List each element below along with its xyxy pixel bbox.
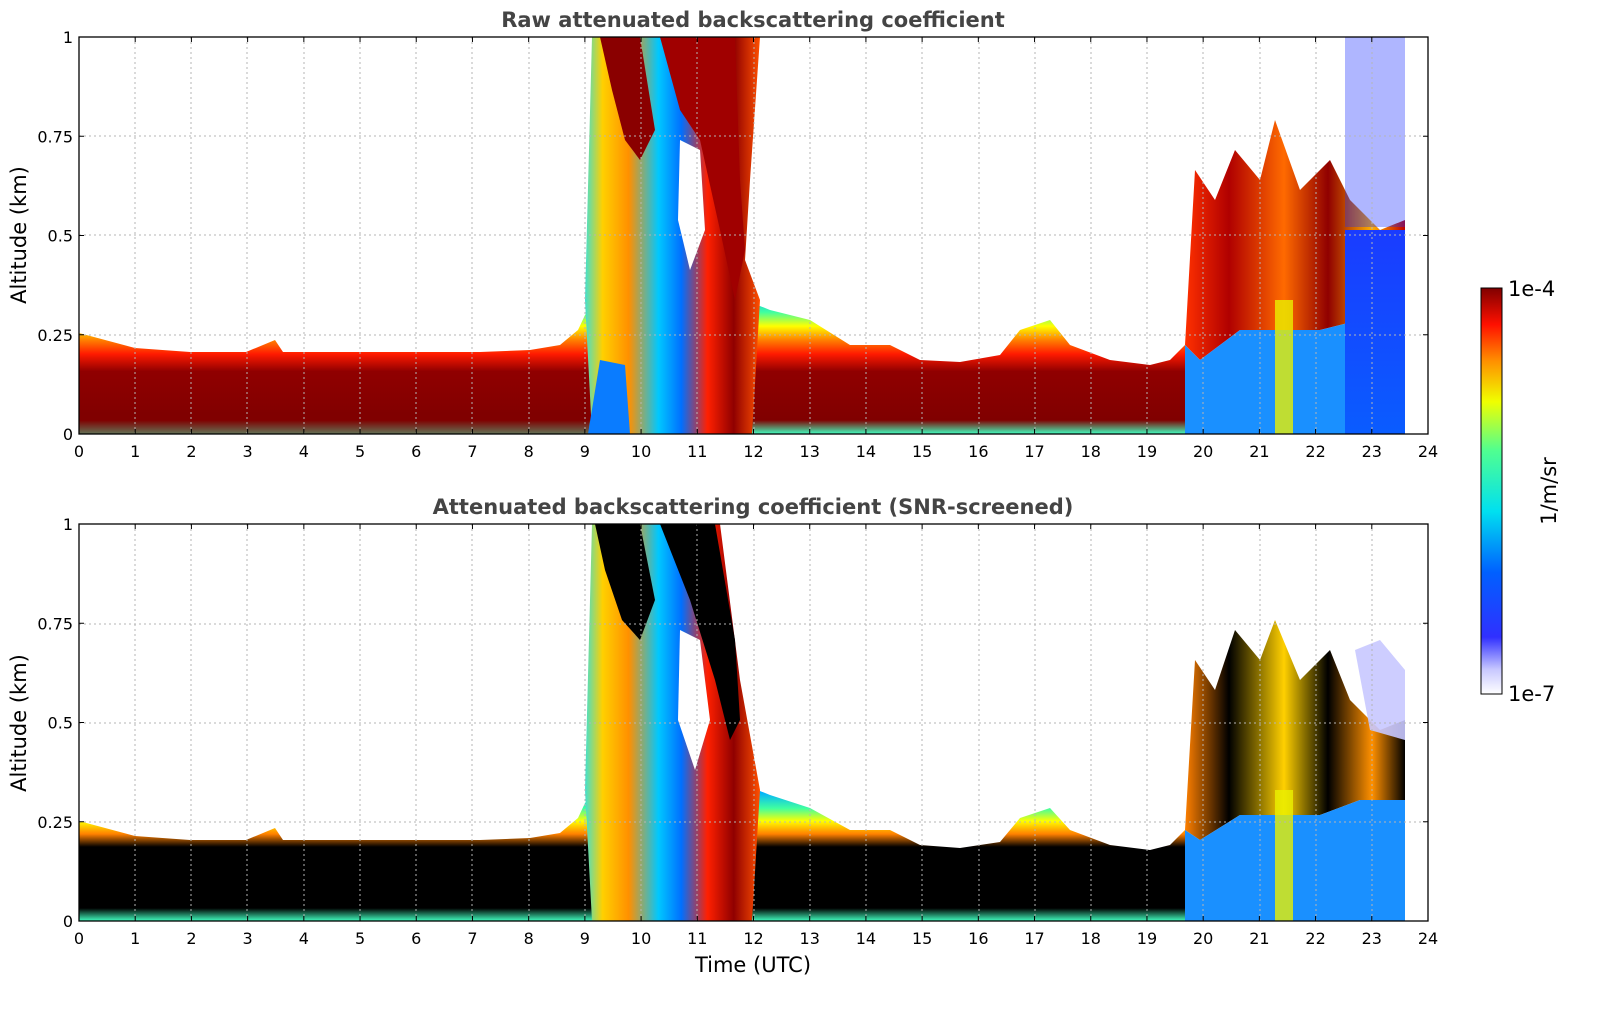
- screened-y-axis-label: Altitude (km): [7, 654, 31, 792]
- screened-x-tick-label: 8: [524, 929, 534, 948]
- screened-x-tick-label: 15: [912, 929, 932, 948]
- raw-evening-stripe: [1275, 300, 1293, 434]
- raw-x-tick-label: 21: [1249, 442, 1269, 461]
- screened-x-tick-label: 18: [1081, 929, 1101, 948]
- raw-plume-gap: [678, 140, 705, 270]
- raw-y-tick-label: 0.75: [37, 127, 73, 146]
- raw-x-tick-label: 22: [1305, 442, 1325, 461]
- raw-y-axis: 0 0.25 0.5 0.75 1: [37, 28, 1428, 444]
- panel-screened: Attenuated backscattering coefficient (S…: [7, 495, 1438, 977]
- raw-surface-shade: [79, 410, 589, 434]
- colorbar-gradient: [1480, 287, 1503, 695]
- screened-x-tick-label: 2: [186, 929, 196, 948]
- colorbar-min-label: 1e-7: [1508, 682, 1555, 706]
- screened-y-axis: 0 0.25 0.5 0.75 1: [37, 515, 1428, 931]
- screened-y-tick-label: 0.75: [37, 614, 73, 633]
- raw-x-tick-label: 11: [687, 442, 707, 461]
- screened-x-tick-label: 22: [1305, 929, 1325, 948]
- screened-x-tick-label: 12: [743, 929, 763, 948]
- screened-x-tick-label: 20: [1193, 929, 1213, 948]
- screened-x-tick-label: 1: [130, 929, 140, 948]
- raw-x-tick-label: 10: [631, 442, 651, 461]
- raw-x-tick-label: 8: [524, 442, 534, 461]
- screened-heatmap: [79, 524, 1405, 921]
- raw-x-tick-label: 15: [912, 442, 932, 461]
- screened-x-tick-label: 11: [687, 929, 707, 948]
- raw-y-tick-label: 0: [63, 425, 73, 444]
- raw-x-tick-label: 1: [130, 442, 140, 461]
- raw-y-axis-label: Altitude (km): [7, 166, 31, 304]
- raw-x-tick-label: 4: [299, 442, 309, 461]
- screened-x-tick-label: 0: [74, 929, 84, 948]
- screened-x-tick-label: 7: [467, 929, 477, 948]
- panel-raw-plot: 0 1 2 3 4 5 6 7 8 9 10 11 12 13 14 15 16 17 18 19 20 21 22 23 24…: [37, 28, 1438, 461]
- raw-x-tick-label: 6: [411, 442, 421, 461]
- screened-x-tick-label: 14: [856, 929, 876, 948]
- colorbar-unit-label: 1/m/sr: [1537, 457, 1561, 525]
- raw-x-tick-label: 12: [743, 442, 763, 461]
- raw-y-tick-label: 0.5: [48, 227, 73, 246]
- screened-y-tick-label: 0: [63, 912, 73, 931]
- screened-evening-stripe: [1275, 790, 1293, 921]
- screened-x-tick-label: 4: [299, 929, 309, 948]
- raw-x-tick-label: 16: [968, 442, 988, 461]
- screened-x-tick-label: 19: [1137, 929, 1157, 948]
- raw-grid: [79, 37, 1428, 434]
- raw-noise-low: [1345, 230, 1405, 434]
- raw-x-tick-label: 24: [1418, 442, 1438, 461]
- screened-evening-layer: [1185, 620, 1405, 840]
- raw-x-tick-label: 2: [186, 442, 196, 461]
- screened-y-tick-label: 0.5: [48, 714, 73, 733]
- screened-x-tick-label: 23: [1362, 929, 1382, 948]
- panel-screened-plot: 0 1 2 3 4 5 6 7 8 9 10 11 12 13 14 15 16 17 18 19 20 21 22 23 24…: [37, 515, 1438, 948]
- screened-x-tick-label: 21: [1249, 929, 1269, 948]
- x-axis-label: Time (UTC): [694, 953, 811, 977]
- raw-x-tick-label: 13: [800, 442, 820, 461]
- screened-x-tick-label: 5: [355, 929, 365, 948]
- raw-x-tick-label: 19: [1137, 442, 1157, 461]
- raw-noise-top: [1345, 37, 1405, 227]
- screened-plume-black-2: [660, 524, 740, 740]
- raw-y-tick-label: 1: [63, 28, 73, 47]
- raw-x-tick-label: 23: [1362, 442, 1382, 461]
- screened-x-tick-label: 17: [1024, 929, 1044, 948]
- panel-screened-title: Attenuated backscattering coefficient (S…: [433, 495, 1074, 519]
- screened-x-tick-label: 13: [800, 929, 820, 948]
- raw-plume-core-2: [660, 37, 745, 300]
- screened-x-tick-label: 16: [968, 929, 988, 948]
- raw-x-tick-label: 0: [74, 442, 84, 461]
- screened-plume-black: [595, 524, 655, 640]
- raw-x-tick-label: 3: [243, 442, 253, 461]
- raw-x-tick-label: 17: [1024, 442, 1044, 461]
- raw-x-axis: 0 1 2 3 4 5 6 7 8 9 10 11 12 13 14 15 16 17 18 19 20 21 22 23 24: [74, 37, 1438, 461]
- colorbar-max-label: 1e-4: [1508, 277, 1555, 301]
- screened-grid: [79, 524, 1428, 921]
- screened-y-tick-label: 0.25: [37, 813, 73, 832]
- raw-x-tick-label: 9: [580, 442, 590, 461]
- raw-x-tick-label: 5: [355, 442, 365, 461]
- screened-x-tick-label: 3: [243, 929, 253, 948]
- colorbar: 1e-4 1e-7 1/m/sr: [1480, 277, 1561, 706]
- raw-x-tick-label: 20: [1193, 442, 1213, 461]
- raw-y-tick-label: 0.25: [37, 326, 73, 345]
- panel-raw-title: Raw attenuated backscattering coefficien…: [501, 8, 1005, 32]
- screened-x-tick-label: 9: [580, 929, 590, 948]
- raw-x-tick-label: 7: [467, 442, 477, 461]
- raw-plume-low-blue: [588, 360, 630, 434]
- screened-plume-gap: [678, 630, 710, 770]
- screened-faint-patch: [1355, 640, 1405, 740]
- screened-x-tick-label: 24: [1418, 929, 1438, 948]
- screened-x-tick-label: 10: [631, 929, 651, 948]
- raw-heatmap: [79, 37, 1405, 434]
- panel-raw: Raw attenuated backscattering coefficien…: [7, 8, 1438, 461]
- screened-x-tick-label: 6: [411, 929, 421, 948]
- screened-y-tick-label: 1: [63, 515, 73, 534]
- screened-evening-lower: [1185, 800, 1405, 921]
- raw-x-tick-label: 18: [1081, 442, 1101, 461]
- raw-x-tick-label: 14: [856, 442, 876, 461]
- screened-x-axis: 0 1 2 3 4 5 6 7 8 9 10 11 12 13 14 15 16 17 18 19 20 21 22 23 24: [74, 524, 1438, 948]
